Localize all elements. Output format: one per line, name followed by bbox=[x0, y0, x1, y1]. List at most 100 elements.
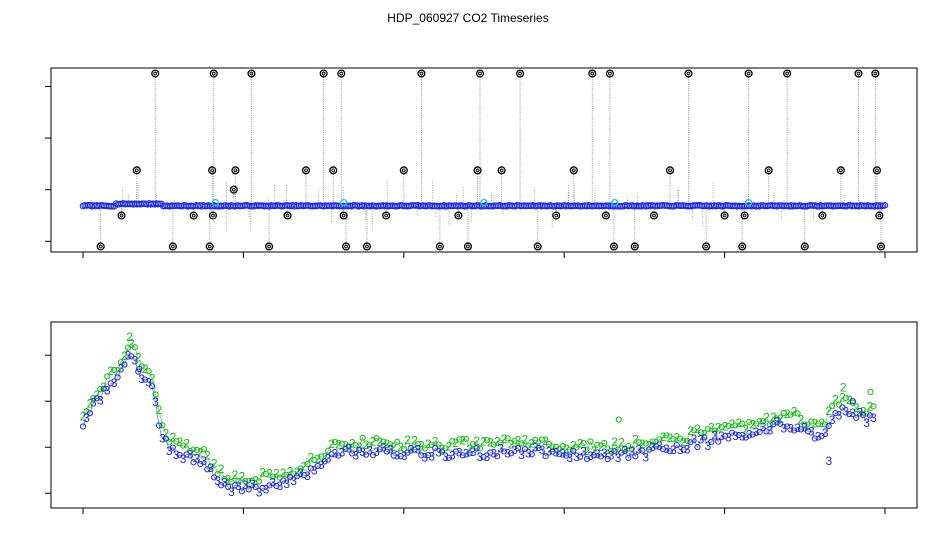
series-2-point bbox=[463, 435, 470, 443]
series-3-label-mark: 3 bbox=[297, 466, 304, 480]
series-3-label-mark: 3 bbox=[125, 348, 132, 362]
series-2-point bbox=[111, 366, 118, 374]
outlier-point bbox=[435, 242, 444, 251]
series-2-label-mark: 2 bbox=[625, 440, 632, 454]
series-3-point bbox=[162, 435, 169, 442]
outlier-point-inner bbox=[98, 244, 103, 249]
series-3-label-mark: 3 bbox=[497, 441, 504, 455]
series-3-label-mark: 3 bbox=[290, 474, 297, 488]
outlier-point bbox=[337, 69, 346, 78]
outlier-point bbox=[231, 166, 240, 175]
series-3-point bbox=[362, 451, 370, 458]
series-2-point bbox=[318, 453, 325, 460]
series-3-label-mark: 3 bbox=[546, 445, 553, 459]
series-2-label-mark: 2 bbox=[156, 403, 163, 417]
outlier-point-inner bbox=[785, 71, 789, 76]
series-2-label-mark: 2 bbox=[211, 456, 218, 470]
outlier-point bbox=[208, 166, 217, 175]
outlier-point bbox=[875, 211, 884, 220]
series-3-point bbox=[218, 482, 225, 489]
series-3-point bbox=[742, 434, 749, 441]
series-3-label-mark: 3 bbox=[594, 447, 601, 461]
series-3-label-mark: 3 bbox=[532, 440, 539, 454]
series-3-label-mark: 3 bbox=[580, 444, 587, 458]
outlier-point bbox=[854, 69, 863, 78]
series-3-point bbox=[784, 423, 791, 430]
series-3-point bbox=[521, 446, 528, 453]
series-3-label-mark: 3 bbox=[283, 477, 290, 491]
series-3-point bbox=[811, 435, 818, 442]
series-2-point bbox=[421, 445, 428, 452]
plot-frame bbox=[50, 321, 918, 509]
series-2-label-mark: 2 bbox=[287, 464, 294, 478]
series-2-label-mark: 2 bbox=[749, 417, 756, 431]
outlier-point-inner bbox=[249, 71, 254, 76]
series-2-label-mark: 2 bbox=[687, 424, 694, 438]
series-2-label-mark: 2 bbox=[163, 426, 170, 440]
outlier-point bbox=[463, 242, 473, 251]
series-3-label-mark: 3 bbox=[663, 442, 670, 456]
series-3-label-mark: 3 bbox=[767, 424, 774, 438]
series-3-label-mark: 3 bbox=[345, 442, 352, 456]
series-2-point bbox=[677, 435, 684, 442]
series-3-point bbox=[452, 448, 459, 455]
series-3-point bbox=[708, 438, 715, 446]
series-2-point bbox=[815, 420, 822, 427]
series-3-label-mark: 3 bbox=[753, 425, 760, 439]
series-3-point bbox=[321, 458, 328, 465]
outlier-point-inner bbox=[211, 71, 216, 76]
series-3-label-mark: 3 bbox=[318, 458, 325, 472]
series-3-label-mark: 3 bbox=[718, 429, 725, 443]
series-2-point bbox=[525, 442, 532, 449]
series-3-label-mark: 3 bbox=[118, 362, 125, 376]
series-2-label-mark: 2 bbox=[390, 440, 397, 454]
series-2-label-mark: 2 bbox=[597, 440, 604, 454]
series-3-point bbox=[790, 427, 798, 434]
series-3-point bbox=[411, 446, 418, 453]
series-3-label-mark: 3 bbox=[366, 443, 373, 457]
series-3-point bbox=[121, 361, 128, 368]
series-2-label-mark: 2 bbox=[508, 438, 515, 452]
series-2-label-mark: 2 bbox=[135, 351, 142, 365]
outlier-point bbox=[836, 166, 845, 175]
outlier-point bbox=[247, 69, 256, 78]
series-3-point bbox=[114, 374, 121, 381]
series-2-point bbox=[732, 422, 739, 429]
series-3-point bbox=[328, 451, 335, 458]
series-2-label-mark: 2 bbox=[846, 393, 853, 407]
series-3-point bbox=[825, 422, 832, 430]
series-3-label-mark: 3 bbox=[677, 443, 684, 457]
series-3-label-mark: 3 bbox=[159, 432, 166, 446]
series-3-label-mark: 3 bbox=[138, 372, 145, 386]
series-2-label-mark: 2 bbox=[321, 450, 328, 464]
series-3-label-mark: 3 bbox=[276, 479, 283, 493]
series-3-label-mark: 3 bbox=[152, 395, 159, 409]
series-2-label-mark: 2 bbox=[294, 465, 301, 479]
series-3-point bbox=[142, 376, 149, 383]
series-2-label-mark: 2 bbox=[860, 405, 867, 419]
series-2-label-mark: 2 bbox=[825, 404, 832, 418]
series-2-label-mark: 2 bbox=[604, 443, 611, 457]
series-3-point bbox=[480, 454, 487, 461]
series-2-label-mark: 2 bbox=[736, 416, 743, 430]
series-3-point bbox=[570, 447, 577, 454]
series-2-label-mark: 2 bbox=[673, 430, 680, 444]
series-3-label-mark: 3 bbox=[449, 448, 456, 462]
series-2-point bbox=[587, 438, 594, 445]
series-3-label-mark: 3 bbox=[180, 452, 187, 466]
series-3-point bbox=[763, 428, 770, 435]
series-2-label-mark: 2 bbox=[680, 435, 687, 449]
series-3-point bbox=[832, 410, 839, 417]
outlier-point-inner bbox=[535, 244, 540, 249]
series-3-label-mark: 3 bbox=[83, 411, 90, 425]
series-2-point bbox=[697, 429, 705, 436]
outlier-point bbox=[132, 166, 141, 175]
series-2-point bbox=[718, 423, 725, 431]
outlier-point-inner bbox=[233, 168, 238, 173]
outlier-point-inner bbox=[608, 71, 612, 76]
series-2-point bbox=[407, 444, 415, 452]
series-2-point bbox=[104, 373, 111, 380]
outlier-point-inner bbox=[211, 213, 215, 218]
figure-title: HDP_060927 CO2 Timeseries bbox=[387, 11, 548, 25]
